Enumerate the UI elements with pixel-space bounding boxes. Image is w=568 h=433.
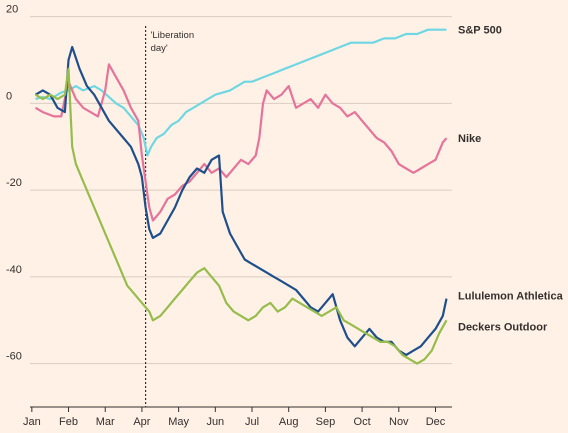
y-tick-label: -20	[6, 177, 22, 189]
series-line-nike	[34, 63, 448, 222]
series-line-lululemon-athletica	[34, 45, 448, 357]
y-tick-label: 0	[6, 90, 12, 102]
series-label-lululemon-athletica: Lululemon Athletica	[458, 291, 564, 303]
x-tick-label: Oct	[354, 416, 371, 428]
y-axis: 20 0 -20 -40 -60	[6, 4, 22, 363]
series-lines	[34, 28, 448, 365]
y-tick-label: -60	[6, 351, 22, 363]
annotation-line-1: 'Liberation	[151, 30, 195, 41]
x-tick-label: Dec	[426, 416, 446, 428]
x-tick-label: Apr	[133, 416, 150, 428]
gridlines	[30, 16, 452, 408]
x-tick-label: May	[168, 416, 189, 428]
x-tick-label: Nov	[389, 416, 409, 428]
series-line-deckers-outdoor	[34, 67, 448, 365]
y-tick-label: -40	[6, 264, 22, 276]
x-axis: Jan Feb Mar Apr May Jun Jul Aug Sep Oct Nov Dec	[23, 407, 446, 428]
x-tick-label: Jul	[245, 416, 259, 428]
series-labels: S&P 500 Nike Lululemon Athletica Deckers Ou…	[458, 25, 564, 334]
x-tick-label: Jan	[23, 416, 41, 428]
series-label-deckers-outdoor: Deckers Outdoor	[458, 321, 548, 333]
annotation-line-2: day'	[151, 43, 168, 54]
y-tick-label: 20	[6, 4, 18, 16]
x-tick-label: Sep	[316, 416, 336, 428]
x-tick-label: Feb	[59, 416, 78, 428]
series-label-s-p-500: S&P 500	[458, 25, 502, 37]
series-label-nike: Nike	[458, 133, 481, 145]
x-tick-label: Aug	[279, 416, 299, 428]
series-line-s-p-500	[35, 28, 447, 157]
x-tick-label: Mar	[96, 416, 115, 428]
x-tick-label: Jun	[206, 416, 224, 428]
